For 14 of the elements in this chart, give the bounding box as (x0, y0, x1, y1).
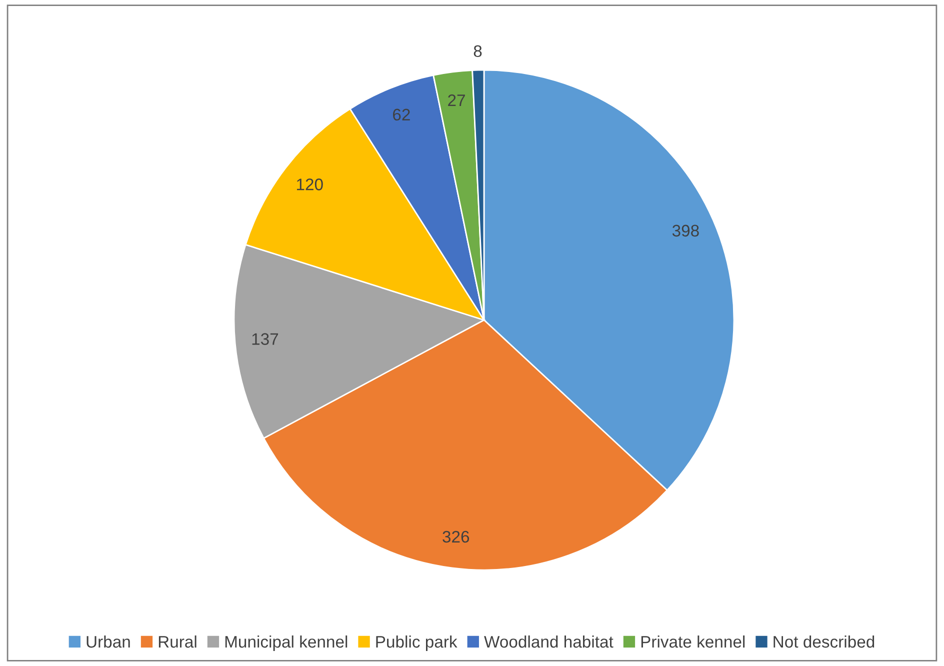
legend-label: Not described (774, 635, 874, 648)
data-label: 62 (393, 108, 410, 121)
data-label: 137 (252, 333, 278, 345)
legend-label: Urban (86, 635, 130, 648)
data-label: 398 (672, 224, 699, 237)
data-label: 27 (448, 94, 465, 106)
data-label: 120 (296, 178, 323, 190)
legend-label: Municipal kennel (225, 635, 348, 651)
data-label: 326 (442, 530, 470, 543)
legend-label: Private kennel (641, 635, 745, 648)
legend-label: Woodland habitat (484, 635, 614, 648)
data-label: 8 (474, 45, 482, 58)
legend-label: Rural (158, 635, 196, 648)
legend-label: Public park (376, 635, 458, 651)
